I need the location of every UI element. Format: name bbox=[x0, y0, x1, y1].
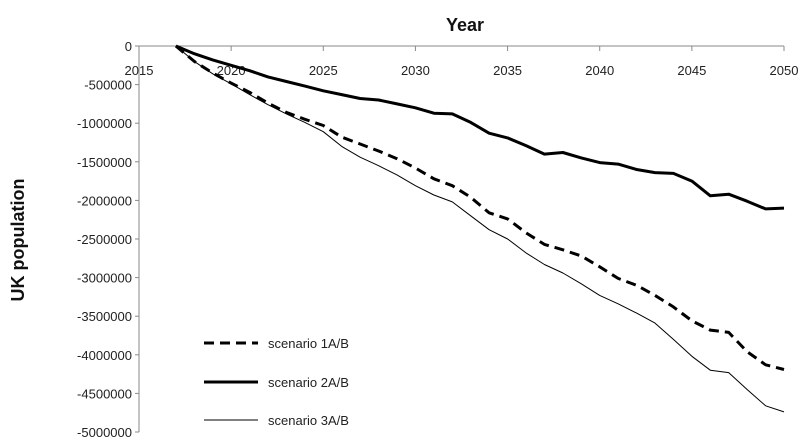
x-axis-tick-labels: 2015 2020 2025 2030 2035 2040 2045 2050 bbox=[125, 63, 799, 78]
x-tick-label: 2045 bbox=[677, 63, 706, 78]
series-line-3 bbox=[175, 45, 785, 413]
y-tick-label: -1000000 bbox=[77, 116, 132, 131]
y-axis-title: UK population bbox=[8, 179, 28, 302]
y-axis-tick-marks bbox=[135, 45, 139, 433]
y-tick-label: -4000000 bbox=[77, 348, 132, 363]
x-tick-label: 2040 bbox=[585, 63, 614, 78]
y-tick-label: -3000000 bbox=[77, 271, 132, 286]
x-tick-label: 2025 bbox=[309, 63, 338, 78]
legend: scenario 1A/B scenario 2A/B scenario 3A/B bbox=[204, 336, 349, 428]
series-line-1 bbox=[174, 44, 785, 371]
series-line-2 bbox=[175, 44, 785, 211]
legend-label-1: scenario 1A/B bbox=[268, 336, 349, 351]
y-tick-label: -500000 bbox=[84, 78, 132, 93]
x-axis-tick-marks bbox=[138, 46, 785, 51]
y-tick-label: -1500000 bbox=[77, 155, 132, 170]
y-tick-label: -3500000 bbox=[77, 309, 132, 324]
x-tick-label: 2030 bbox=[401, 63, 430, 78]
y-tick-label: -4500000 bbox=[77, 386, 132, 401]
x-tick-label: 2050 bbox=[770, 63, 799, 78]
legend-label-2: scenario 2A/B bbox=[268, 375, 349, 390]
x-tick-label: 2035 bbox=[493, 63, 522, 78]
series-layer bbox=[174, 44, 785, 413]
y-tick-label: 0 bbox=[125, 39, 132, 54]
y-tick-label: -5000000 bbox=[77, 425, 132, 439]
y-tick-label: -2000000 bbox=[77, 193, 132, 208]
legend-label-3: scenario 3A/B bbox=[268, 413, 349, 428]
x-axis-title: Year bbox=[446, 15, 484, 35]
y-axis-tick-labels: 0 -500000 -1000000 -1500000 -2000000 -2500000… bbox=[77, 39, 132, 439]
y-tick-label: -2500000 bbox=[77, 232, 132, 247]
